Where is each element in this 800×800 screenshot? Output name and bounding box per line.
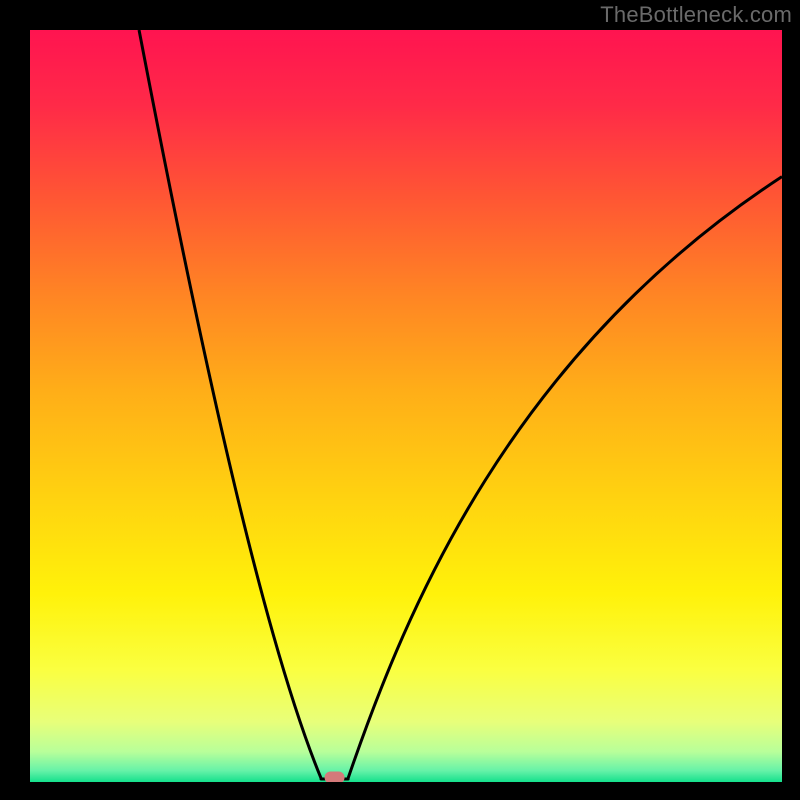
- watermark-text: TheBottleneck.com: [600, 2, 792, 28]
- chart-frame: TheBottleneck.com: [0, 0, 800, 800]
- minimum-marker: [325, 771, 345, 782]
- bottleneck-curve: [139, 30, 782, 779]
- curve-svg: [30, 30, 782, 782]
- plot-area: [30, 30, 782, 782]
